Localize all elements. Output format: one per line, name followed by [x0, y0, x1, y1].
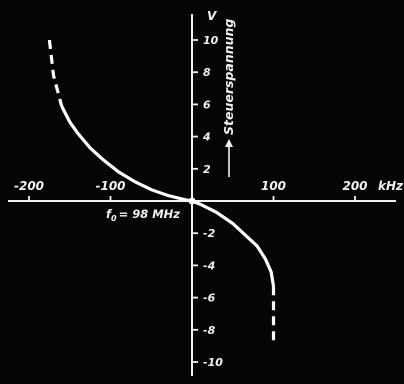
y-tick-label: 8	[203, 66, 211, 79]
series-line-dashed-top	[47, 39, 64, 107]
y-tick-label: -8	[203, 324, 216, 337]
y-tick-label: -10	[203, 356, 223, 369]
y-axis-title: Steuerspannung	[221, 19, 236, 135]
x-tick-label: -200	[14, 179, 44, 193]
center-frequency-annotation: f0 = 98 MHz	[106, 207, 180, 223]
x-tick-label: -100	[95, 179, 125, 193]
y-unit-label: V	[207, 9, 218, 23]
series	[47, 39, 276, 346]
x-tick-label: 100	[261, 179, 286, 193]
x-tick-label: 200	[342, 179, 367, 193]
series-line-solid	[60, 105, 276, 287]
ticks	[28, 39, 356, 363]
axes	[8, 14, 396, 376]
y-tick-label: 4	[202, 131, 211, 144]
y-tick-label: -2	[203, 227, 216, 240]
y-tick-label: -6	[203, 292, 216, 305]
y-tick-label: 10	[203, 34, 219, 47]
y-axis-title-arrowhead	[225, 139, 233, 147]
y-tick-label: 6	[203, 98, 211, 111]
y-tick-label: 2	[203, 163, 211, 176]
origin-point	[188, 197, 196, 205]
y-tick-label: -4	[203, 259, 215, 272]
x-unit-label: kHz	[378, 179, 404, 193]
y-axis-title-group: Steuerspannung	[221, 19, 236, 177]
